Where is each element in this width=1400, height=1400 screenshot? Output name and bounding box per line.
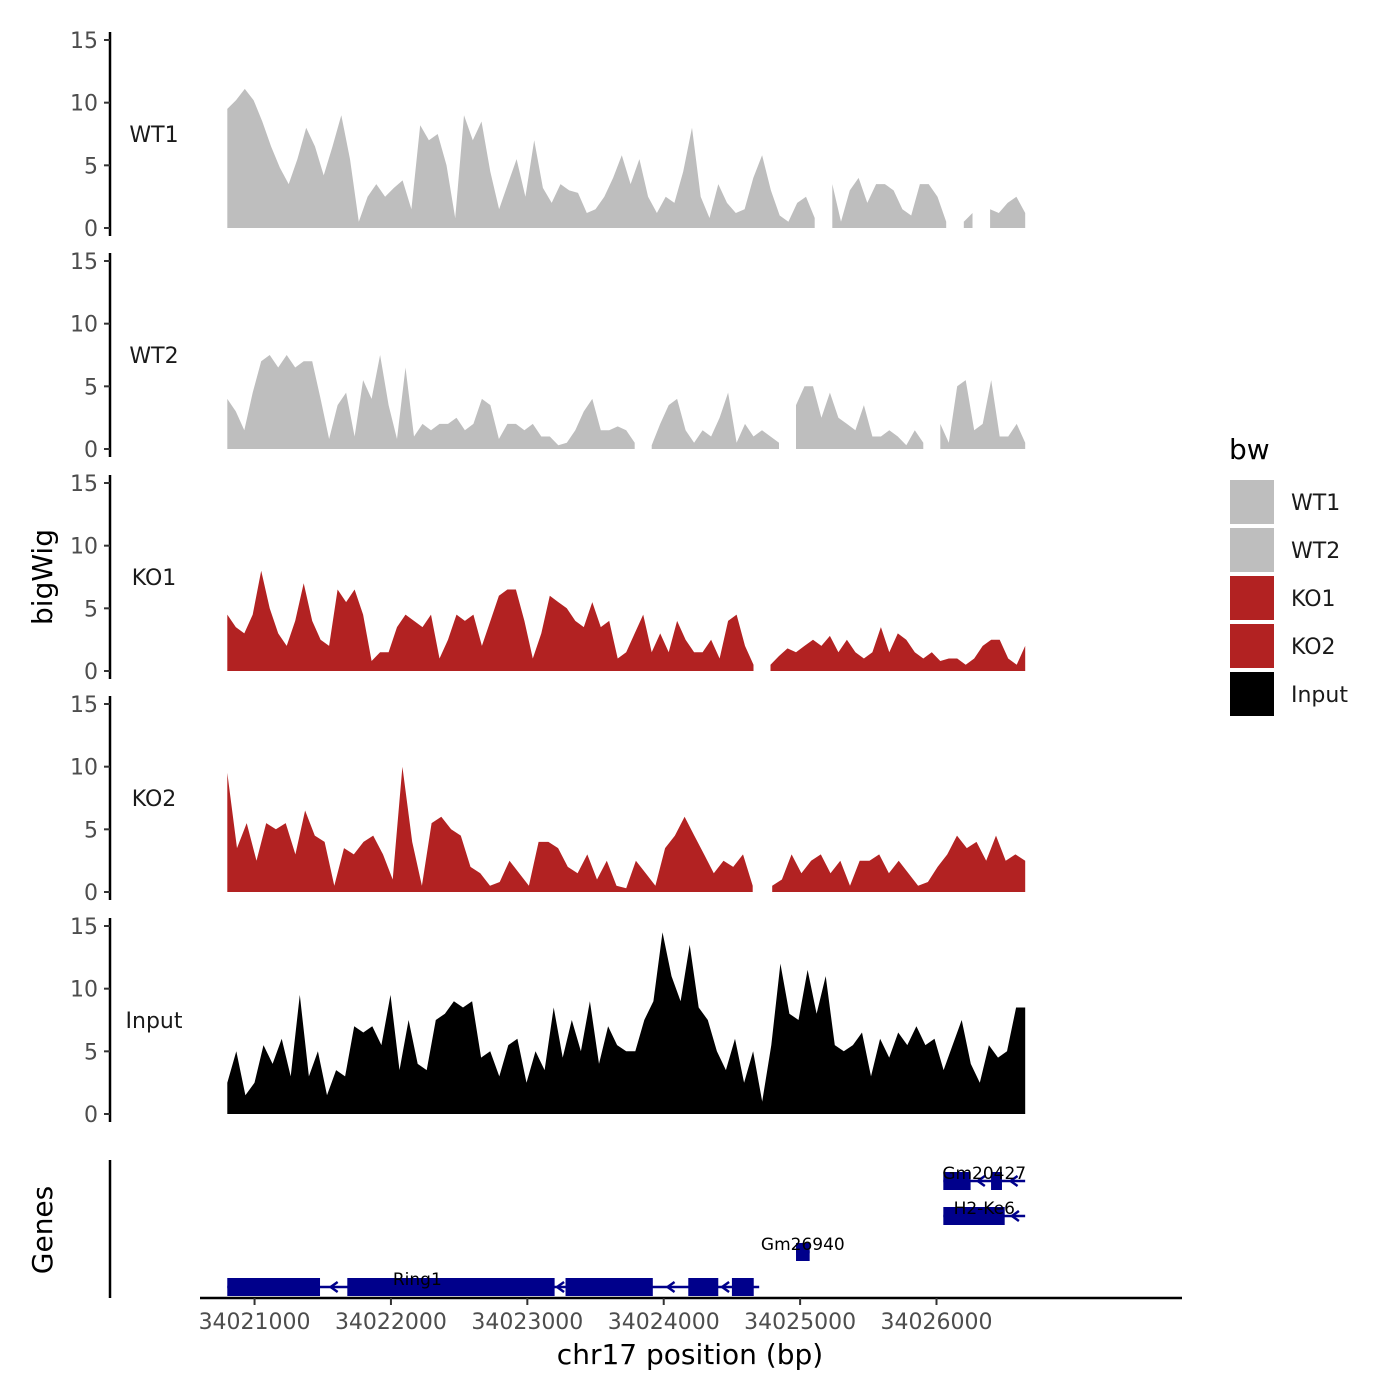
signal-area-wt2 (227, 355, 635, 449)
y-tick-label: 0 (84, 438, 98, 463)
signal-area-wt2 (940, 380, 1026, 449)
track-label: KO1 (132, 566, 177, 591)
strand-arrow (975, 1174, 986, 1188)
y-tick-label: 5 (84, 375, 98, 400)
track-label: KO2 (132, 787, 177, 812)
y-tick-label: 15 (70, 29, 98, 54)
track-ko2: 0 5 10 15 KO2 (70, 693, 1026, 906)
y-tick-label: 15 (70, 693, 98, 718)
gene-label: Gm26940 (761, 1235, 845, 1255)
strand-arrow (328, 1280, 339, 1294)
signal-area-wt2 (651, 392, 779, 449)
y-tick-label: 10 (70, 92, 98, 117)
y-tick-label: 15 (70, 915, 98, 940)
genes-axis-title: Genes (26, 1186, 59, 1274)
signal-area-ko2 (772, 835, 1026, 892)
y-tick-label: 5 (84, 1040, 98, 1065)
y-tick-label: 15 (70, 250, 98, 275)
gene-label: H2-Ke6 (954, 1199, 1015, 1219)
gene-exon (943, 1172, 971, 1190)
legend-label-input: Input (1291, 683, 1348, 708)
signal-tracks: 0 5 10 15 WT1 0 5 10 15 WT2 0 5 10 15 KO1 0 5 10 15 KO2 0 5 10… (70, 29, 1026, 1128)
gene-h2-ke6: H2-Ke6 (943, 1199, 1026, 1225)
strand-arrow (665, 1280, 676, 1294)
y-tick-label: 0 (84, 1103, 98, 1128)
y-tick-label: 0 (84, 660, 98, 685)
strand-arrow (554, 1280, 565, 1294)
gene-gm20427: Gm20427 (942, 1164, 1026, 1190)
y-axis-title: bigWig (26, 529, 59, 625)
signal-area-wt1 (990, 196, 1026, 228)
legend-label-ko1: KO1 (1291, 587, 1336, 612)
gene-exon (796, 1243, 810, 1261)
track-label: Input (126, 1009, 183, 1034)
signal-area-ko1 (770, 627, 1026, 671)
x-tick-label: 34025000 (744, 1310, 856, 1335)
track-wt2: 0 5 10 15 WT2 (70, 250, 1026, 463)
track-ko1: 0 5 10 15 KO1 (70, 472, 1026, 685)
legend-swatch-ko1 (1230, 576, 1274, 620)
y-tick-label: 5 (84, 818, 98, 843)
gene-exon (227, 1278, 321, 1296)
x-axis: 34021000 34022000 34023000 34024000 34025000… (199, 1296, 1182, 1335)
y-tick-label: 0 (84, 881, 98, 906)
legend-label-wt2: WT2 (1291, 539, 1340, 564)
gene-ring1: Ring1 (227, 1270, 760, 1296)
x-tick-label: 34021000 (199, 1310, 311, 1335)
y-tick-label: 5 (84, 597, 98, 622)
y-tick-label: 10 (70, 535, 98, 560)
y-tick-label: 10 (70, 978, 98, 1003)
gene-exon (943, 1207, 1005, 1225)
signal-area-input (227, 932, 1026, 1114)
track-label: WT2 (129, 344, 178, 369)
legend-swatch-wt1 (1230, 480, 1274, 524)
strand-arrow (719, 1280, 730, 1294)
strand-arrow (1009, 1209, 1020, 1223)
genes-panel: Gm20427 H2-Ke6 Gm26940 Ring1 (108, 1160, 1026, 1298)
signal-area-wt1 (832, 177, 947, 228)
gene-exon (688, 1278, 719, 1296)
y-tick-label: 0 (84, 217, 98, 242)
x-tick-label: 34023000 (471, 1310, 583, 1335)
gene-exon (991, 1172, 1002, 1190)
track-wt1: 0 5 10 15 WT1 (70, 29, 1026, 242)
strand-arrow (1008, 1174, 1019, 1188)
legend-label-ko2: KO2 (1291, 635, 1336, 660)
signal-area-wt1 (227, 88, 815, 229)
legend-swatch-input (1230, 672, 1274, 716)
track-label: WT1 (129, 123, 178, 148)
gene-label: Gm20427 (942, 1164, 1026, 1184)
legend-title: bw (1229, 433, 1270, 466)
y-tick-label: 10 (70, 313, 98, 338)
gene-exon (565, 1278, 653, 1296)
signal-area-wt1 (963, 213, 973, 228)
signal-area-ko2 (227, 766, 753, 892)
y-tick-label: 5 (84, 154, 98, 179)
gene-gm26940: Gm26940 (761, 1235, 845, 1261)
legend-swatch-ko2 (1230, 624, 1274, 668)
y-tick-label: 15 (70, 472, 98, 497)
x-tick-label: 34022000 (335, 1310, 447, 1335)
track-input: 0 5 10 15 Input (70, 915, 1026, 1128)
signal-area-wt2 (796, 386, 924, 449)
x-axis-title: chr17 position (bp) (557, 1338, 823, 1371)
legend-label-wt1: WT1 (1291, 491, 1340, 516)
signal-area-ko1 (227, 570, 754, 671)
y-tick-label: 10 (70, 756, 98, 781)
gene-label: Ring1 (393, 1270, 442, 1290)
gene-exon (347, 1278, 555, 1296)
legend-swatch-wt2 (1230, 528, 1274, 572)
x-tick-label: 34026000 (881, 1310, 993, 1335)
legend: bw WT1 WT2 KO1 KO2 Input (1229, 433, 1348, 716)
x-tick-label: 34024000 (608, 1310, 720, 1335)
gene-exon (731, 1278, 754, 1296)
